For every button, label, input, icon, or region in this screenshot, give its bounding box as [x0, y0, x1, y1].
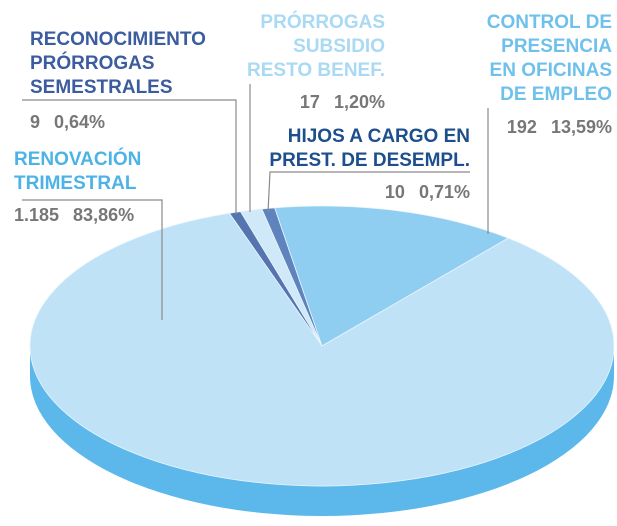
pie-side — [30, 346, 614, 516]
slice-value: 17 1,20% — [300, 92, 385, 112]
slice-label: EN OFICINAS — [490, 60, 612, 81]
slice-label: SUBSIDIO — [293, 36, 385, 57]
slice-value: 1.185 83,86% — [14, 205, 134, 225]
slice-label: RECONOCIMIENTO — [30, 29, 206, 50]
slice-label: HIJOS A CARGO EN — [288, 126, 470, 147]
count-label: 9 — [30, 112, 40, 132]
slice-label: TRIMESTRAL — [14, 173, 137, 194]
slice-label: PRESENCIA — [501, 36, 612, 57]
pie-slice — [29, 212, 615, 487]
slice-label: DE EMPLEO — [500, 84, 612, 105]
slice-label: PRÓRROGAS — [30, 52, 155, 74]
slice-label: PREST. DE DESEMPL. — [269, 150, 470, 171]
percent-label: 83,86% — [73, 205, 134, 225]
slice-value: 9 0,64% — [30, 112, 105, 132]
percent-label: 1,20% — [334, 92, 385, 112]
slice-label: RENOVACIÓN — [14, 148, 141, 170]
count-label: 10 — [385, 182, 405, 202]
slice-label: RESTO BENEF. — [247, 60, 385, 81]
pie-slice — [274, 205, 510, 347]
percent-label: 0,71% — [419, 182, 470, 202]
leader-line — [22, 99, 237, 214]
slice-label: PRÓRROGAS — [260, 11, 385, 33]
slice-label: SEMESTRALES — [30, 77, 173, 98]
slice-label: CONTROL DE — [487, 12, 612, 33]
count-label: 17 — [300, 92, 320, 112]
percent-label: 13,59% — [551, 117, 612, 137]
slice-value: 10 0,71% — [385, 182, 470, 202]
leader-line — [22, 199, 163, 320]
labels: RENOVACIÓN TRIMESTRAL 1.185 83,86% CONTROL D… — [14, 11, 612, 225]
leader-line — [267, 171, 470, 213]
slice-value: 192 13,59% — [507, 117, 612, 137]
pie — [29, 205, 615, 516]
count-label: 1.185 — [14, 205, 59, 225]
count-label: 192 — [507, 117, 537, 137]
percent-label: 0,64% — [54, 112, 105, 132]
leader-lines — [22, 84, 489, 320]
